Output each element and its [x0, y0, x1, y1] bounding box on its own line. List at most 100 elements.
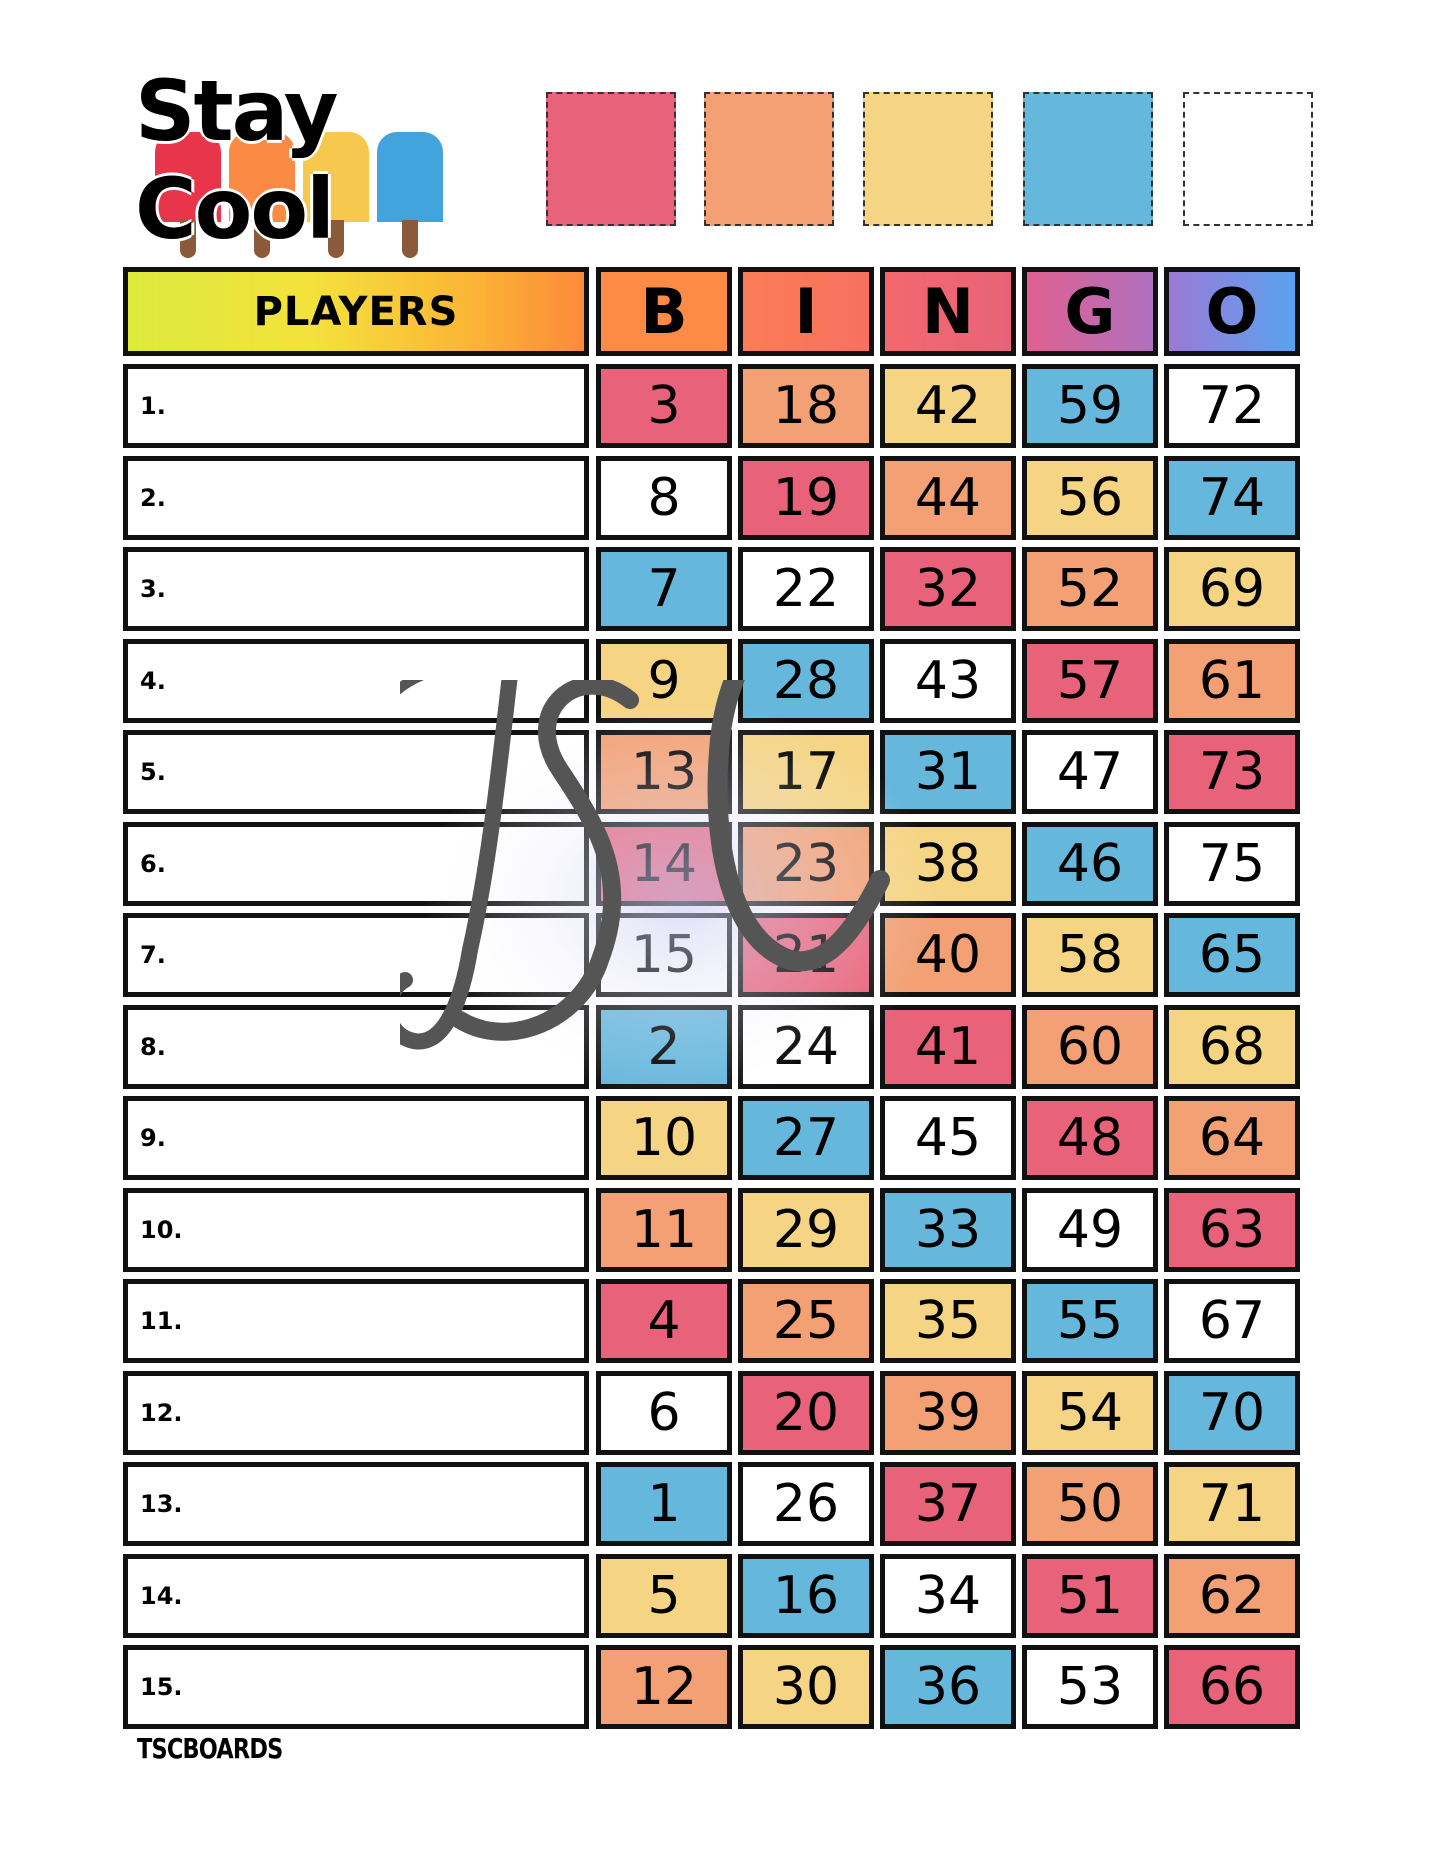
- logo-title: Stay Cool: [135, 62, 339, 258]
- header-letter-b: B: [596, 267, 732, 356]
- bingo-number-cell: 16: [738, 1553, 874, 1638]
- bingo-number-cell: 39: [880, 1370, 1016, 1455]
- bingo-number-cell: 65: [1164, 913, 1300, 997]
- popsicle-icon: [303, 132, 369, 222]
- bingo-number-cell: 4: [596, 1279, 732, 1363]
- players-header: PLAYERS: [123, 267, 589, 356]
- bingo-number-cell: 25: [738, 1279, 874, 1363]
- bingo-number-cell: 75: [1164, 821, 1300, 906]
- bingo-number-cell: 12: [596, 1645, 732, 1729]
- player-name-field[interactable]: 13.: [123, 1462, 589, 1546]
- bingo-number-cell: 74: [1164, 455, 1300, 540]
- popsicle-stick: [402, 220, 418, 258]
- bingo-number-cell: 20: [738, 1370, 874, 1455]
- bingo-number-cell: 3: [596, 364, 732, 448]
- bingo-number-cell: 69: [1164, 547, 1300, 631]
- bingo-number-cell: 47: [1022, 730, 1158, 814]
- bingo-number-cell: 51: [1022, 1553, 1158, 1638]
- header-letter-i: I: [738, 267, 874, 356]
- player-name-field[interactable]: 5.: [123, 730, 589, 814]
- bingo-number-cell: 48: [1022, 1096, 1158, 1180]
- bingo-number-cell: 72: [1164, 364, 1300, 448]
- bingo-number-cell: 58: [1022, 913, 1158, 997]
- bingo-number-cell: 31: [880, 730, 1016, 814]
- bingo-number-cell: 22: [738, 547, 874, 631]
- popsicle-icon: [229, 132, 295, 222]
- player-name-field[interactable]: 8.: [123, 1004, 589, 1089]
- popsicle-stick: [254, 220, 270, 258]
- bingo-number-cell: 41: [880, 1004, 1016, 1089]
- bingo-number-cell: 43: [880, 638, 1016, 723]
- bingo-number-cell: 46: [1022, 821, 1158, 906]
- bingo-number-cell: 54: [1022, 1370, 1158, 1455]
- bingo-number-cell: 59: [1022, 364, 1158, 448]
- player-name-field[interactable]: 3.: [123, 547, 589, 631]
- bingo-number-cell: 26: [738, 1462, 874, 1546]
- bingo-number-cell: 1: [596, 1462, 732, 1546]
- player-name-field[interactable]: 7.: [123, 913, 589, 997]
- bingo-number-cell: 33: [880, 1187, 1016, 1272]
- player-name-field[interactable]: 6.: [123, 821, 589, 906]
- player-name-field[interactable]: 10.: [123, 1187, 589, 1272]
- color-swatch: [546, 92, 676, 226]
- bingo-number-cell: 53: [1022, 1645, 1158, 1729]
- bingo-number-cell: 36: [880, 1645, 1016, 1729]
- header-letter-n: N: [880, 267, 1016, 356]
- popsicle-icon: [377, 132, 443, 222]
- bingo-number-cell: 21: [738, 913, 874, 997]
- bingo-number-cell: 38: [880, 821, 1016, 906]
- bingo-number-cell: 73: [1164, 730, 1300, 814]
- color-swatch: [863, 92, 993, 226]
- player-name-field[interactable]: 9.: [123, 1096, 589, 1180]
- player-name-field[interactable]: 4.: [123, 638, 589, 723]
- bingo-number-cell: 67: [1164, 1279, 1300, 1363]
- bingo-number-cell: 61: [1164, 638, 1300, 723]
- bingo-number-cell: 18: [738, 364, 874, 448]
- bingo-number-cell: 5: [596, 1553, 732, 1638]
- bingo-number-cell: 13: [596, 730, 732, 814]
- bingo-number-cell: 56: [1022, 455, 1158, 540]
- bingo-number-cell: 50: [1022, 1462, 1158, 1546]
- color-swatch: [1183, 92, 1313, 226]
- player-name-field[interactable]: 12.: [123, 1370, 589, 1455]
- bingo-number-cell: 42: [880, 364, 1016, 448]
- bingo-number-cell: 60: [1022, 1004, 1158, 1089]
- stay-cool-logo: Stay Cool: [135, 62, 520, 258]
- bingo-number-cell: 64: [1164, 1096, 1300, 1180]
- bingo-number-cell: 15: [596, 913, 732, 997]
- bingo-number-cell: 11: [596, 1187, 732, 1272]
- bingo-number-cell: 71: [1164, 1462, 1300, 1546]
- bingo-number-cell: 49: [1022, 1187, 1158, 1272]
- bingo-number-cell: 70: [1164, 1370, 1300, 1455]
- bingo-number-cell: 2: [596, 1004, 732, 1089]
- bingo-number-cell: 55: [1022, 1279, 1158, 1363]
- color-swatch: [704, 92, 834, 226]
- bingo-number-cell: 68: [1164, 1004, 1300, 1089]
- bingo-number-cell: 8: [596, 455, 732, 540]
- player-name-field[interactable]: 2.: [123, 455, 589, 540]
- bingo-number-cell: 40: [880, 913, 1016, 997]
- player-name-field[interactable]: 14.: [123, 1553, 589, 1638]
- color-swatch: [1023, 92, 1153, 226]
- header-letter-o: O: [1164, 267, 1300, 356]
- popsicle-icon: [155, 132, 221, 222]
- bingo-number-cell: 63: [1164, 1187, 1300, 1272]
- bingo-number-cell: 37: [880, 1462, 1016, 1546]
- bingo-number-cell: 44: [880, 455, 1016, 540]
- player-name-field[interactable]: 11.: [123, 1279, 589, 1363]
- bingo-number-cell: 34: [880, 1553, 1016, 1638]
- popsicle-stick: [328, 220, 344, 258]
- player-name-field[interactable]: 1.: [123, 364, 589, 448]
- bingo-number-cell: 17: [738, 730, 874, 814]
- bingo-number-cell: 27: [738, 1096, 874, 1180]
- player-name-field[interactable]: 15.: [123, 1645, 589, 1729]
- bingo-number-cell: 62: [1164, 1553, 1300, 1638]
- header-letter-g: G: [1022, 267, 1158, 356]
- bingo-number-cell: 10: [596, 1096, 732, 1180]
- bingo-number-cell: 57: [1022, 638, 1158, 723]
- bingo-number-cell: 32: [880, 547, 1016, 631]
- bingo-number-cell: 23: [738, 821, 874, 906]
- bingo-number-cell: 45: [880, 1096, 1016, 1180]
- bingo-number-cell: 7: [596, 547, 732, 631]
- bingo-number-cell: 28: [738, 638, 874, 723]
